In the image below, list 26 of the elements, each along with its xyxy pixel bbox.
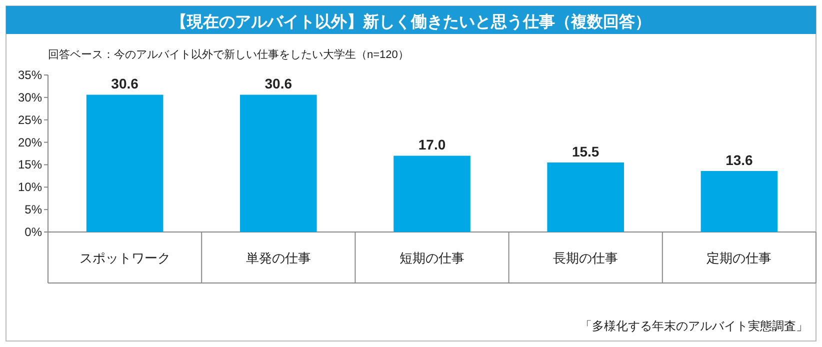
bar — [700, 170, 778, 232]
y-tick-label: 5% — [24, 202, 42, 217]
chart-title: 【現在のアルバイト以外】新しく働きたいと思う仕事（複数回答） — [171, 13, 651, 31]
y-tick-label: 0% — [24, 225, 42, 239]
data-label: 30.6 — [264, 76, 292, 92]
bar — [240, 94, 317, 232]
x-tick-label: 単発の仕事 — [246, 250, 311, 266]
bar — [547, 162, 624, 232]
chart-subtitle: 回答ベース：今のアルバイト以外で新しい仕事をしたい大学生（n=120） — [48, 48, 409, 61]
y-tick-label: 20% — [18, 135, 42, 150]
x-tick-label: 定期の仕事 — [706, 250, 772, 266]
bar — [86, 94, 164, 232]
y-tick-label: 15% — [18, 158, 42, 172]
x-tick-label: 長期の仕事 — [553, 250, 618, 266]
y-tick-label: 10% — [18, 180, 42, 194]
y-tick-label: 30% — [18, 90, 42, 104]
y-tick-label: 25% — [18, 112, 42, 127]
data-label: 15.5 — [572, 143, 600, 160]
y-tick-label: 35% — [18, 68, 42, 82]
text: 「多様化する年末のアルバイト実態調査」 — [580, 319, 808, 333]
data-label: 17.0 — [418, 136, 446, 153]
data-label: 30.6 — [111, 76, 139, 92]
x-tick-label: 短期の仕事 — [400, 250, 464, 266]
data-label: 13.6 — [726, 152, 754, 168]
x-tick-label: スポットワーク — [79, 250, 170, 266]
bar — [394, 156, 470, 232]
